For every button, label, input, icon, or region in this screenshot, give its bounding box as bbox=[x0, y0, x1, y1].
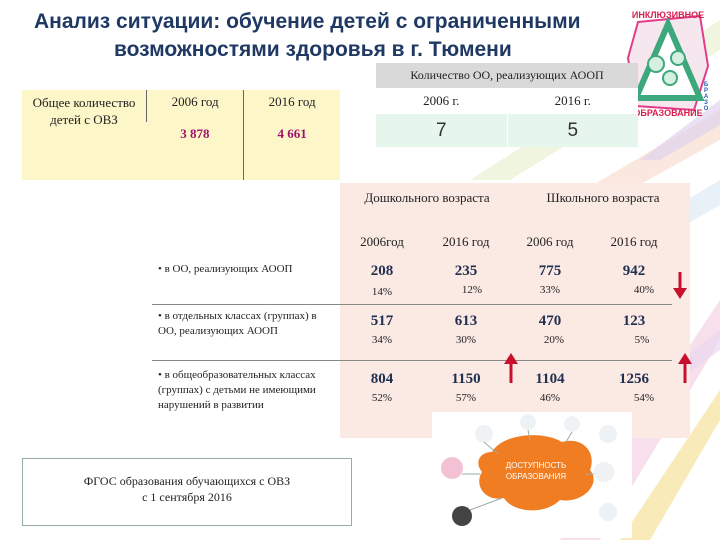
row-label-general-classes: • в общеобразовательных классах (группах… bbox=[158, 369, 316, 411]
computer-icon bbox=[594, 462, 614, 482]
summary-year-2006: 2006 год bbox=[145, 90, 244, 122]
accessibility-icon bbox=[599, 425, 617, 443]
aoop-table: Количество ОО, реализующих АООП 2006 г. … bbox=[376, 63, 638, 147]
people-icon bbox=[520, 414, 536, 430]
aoop-year-2016: 2016 г. bbox=[506, 87, 638, 115]
children-icon bbox=[441, 457, 463, 479]
title-line-1: Анализ ситуации: обучение детей с ограни… bbox=[34, 10, 581, 33]
group-school: Школьного возраста bbox=[546, 190, 660, 205]
arrow-down-icon bbox=[673, 272, 687, 299]
logo-letter-1: Б bbox=[704, 82, 709, 88]
year-header-2: 2016 год bbox=[442, 234, 490, 249]
row1-num-4: 942 bbox=[622, 263, 646, 279]
logo-letter-3: А bbox=[704, 94, 709, 100]
row3-pct-3: 46% bbox=[539, 392, 561, 404]
row1-num-1: 208 bbox=[370, 263, 394, 279]
fgos-line-2: с 1 сентября 2016 bbox=[142, 490, 232, 504]
year-header-3: 2006 год bbox=[526, 234, 574, 249]
summary-year-2016: 2016 год bbox=[243, 90, 340, 122]
row3-num-2: 1150 bbox=[451, 371, 481, 387]
aoop-value-2016: 5 bbox=[506, 114, 638, 147]
row3-num-4: 1256 bbox=[619, 371, 649, 387]
handshake-icon bbox=[564, 416, 580, 432]
wheelchair-icon bbox=[475, 425, 493, 443]
row1-pct-1: 14% bbox=[371, 286, 393, 298]
logo-letter-2: Р bbox=[704, 88, 708, 94]
logo-letter-4: З bbox=[704, 100, 708, 106]
arrow-up-icon-2 bbox=[678, 353, 692, 383]
access-line-2: ОБРАЗОВАНИЯ bbox=[506, 472, 566, 481]
row2-num-2: 613 bbox=[454, 313, 478, 329]
row2-num-1: 517 bbox=[370, 313, 394, 329]
row2-num-3: 470 bbox=[538, 313, 562, 329]
fgos-line-1: ФГОС образования обучающихся с ОВЗ bbox=[83, 474, 291, 488]
aoop-caption: Количество ОО, реализующих АООП bbox=[376, 63, 638, 88]
logo-text-bottom: ОБРАЗОВАНИЕ bbox=[633, 108, 702, 118]
row-divider-2 bbox=[152, 360, 672, 361]
row1-pct-3: 33% bbox=[539, 284, 561, 296]
arrow-up-icon-1 bbox=[504, 353, 518, 383]
logo-letter-5: О bbox=[704, 106, 709, 112]
fgos-box: ФГОС образования обучающихся с ОВЗ с 1 с… bbox=[22, 458, 352, 526]
row1-num-3: 775 bbox=[538, 263, 562, 279]
page-title: Анализ ситуации: обучение детей с ограни… bbox=[34, 8, 594, 64]
row3-num-1: 804 bbox=[370, 371, 394, 387]
row2-num-4: 123 bbox=[622, 313, 646, 329]
year-header-1: 2006год bbox=[360, 234, 404, 249]
access-line-1: ДОСТУПНОСТЬ bbox=[506, 461, 567, 470]
row3-pct-2: 57% bbox=[455, 392, 477, 404]
row-label-aoop: • в ОО, реализующих АООП bbox=[158, 263, 293, 275]
row3-pct-4: 54% bbox=[633, 392, 655, 404]
inclusive-education-logo: ИНКЛЮЗИВНОЕ ОБРАЗОВАНИЕ Б Р А З О bbox=[626, 10, 710, 118]
row2-pct-1: 34% bbox=[371, 334, 393, 346]
row1-num-2: 235 bbox=[454, 263, 478, 279]
title-line-2: возможностями здоровья в г. Тюмени bbox=[114, 38, 512, 61]
row2-pct-4: 5% bbox=[634, 334, 650, 346]
row-divider-1 bbox=[152, 304, 672, 305]
row3-num-3: 1104 bbox=[535, 371, 565, 387]
summary-label: Общее количество детей с ОВЗ bbox=[32, 95, 136, 127]
row2-pct-2: 30% bbox=[455, 334, 477, 346]
summary-value-2016: 4 661 bbox=[243, 122, 340, 180]
row3-pct-1: 52% bbox=[371, 392, 393, 404]
phone-icon bbox=[452, 506, 472, 526]
summary-value-2006: 3 878 bbox=[180, 126, 210, 141]
book-icon bbox=[599, 503, 617, 521]
aoop-year-2006: 2006 г. bbox=[423, 92, 460, 108]
year-header-4: 2016 год bbox=[610, 234, 658, 249]
main-data-panel bbox=[340, 183, 690, 438]
group-preschool: Дошкольного возраста bbox=[364, 190, 490, 205]
row1-pct-4: 40% bbox=[633, 284, 655, 296]
accessibility-graphic: ДОСТУПНОСТЬ ОБРАЗОВАНИЯ bbox=[432, 412, 632, 538]
logo-text-top: ИНКЛЮЗИВНОЕ bbox=[632, 10, 704, 20]
row1-pct-2: 12% bbox=[461, 284, 483, 296]
row-label-separate-classes: • в отдельных классах (группах) в ОО, ре… bbox=[158, 310, 317, 337]
summary-table: Общее количество детей с ОВЗ 2006 год 20… bbox=[22, 90, 340, 180]
row2-pct-3: 20% bbox=[543, 334, 565, 346]
aoop-value-2006: 7 bbox=[376, 114, 507, 147]
